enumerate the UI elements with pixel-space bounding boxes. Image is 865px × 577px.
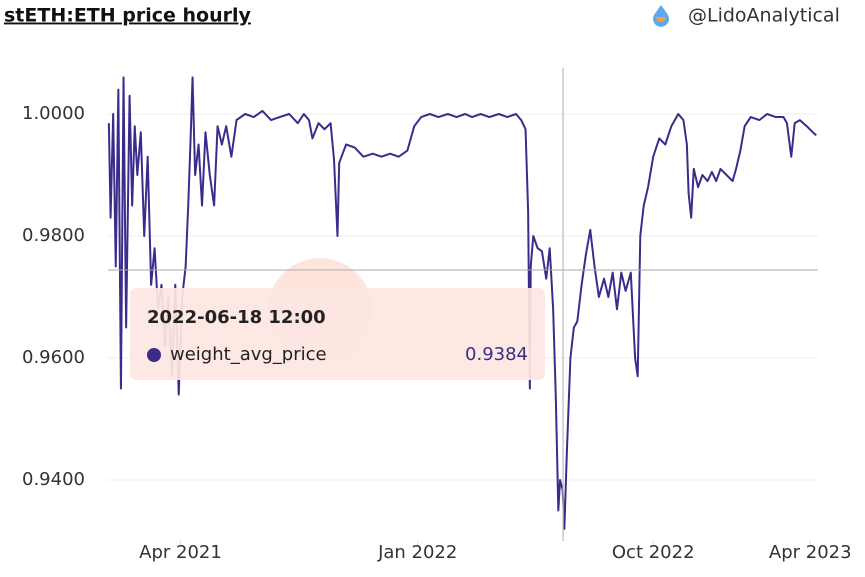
- tooltip-dot: [147, 348, 161, 362]
- tooltip-box: [130, 288, 545, 380]
- x-tick-label: Oct 2022: [612, 542, 695, 563]
- tooltip: 2022-06-18 12:00 weight_avg_price 0.9384: [130, 288, 545, 380]
- source-handle: @LidoAnalytical: [688, 5, 840, 27]
- tooltip-value: 0.9384: [465, 344, 528, 365]
- chart-title: stETH:ETH price hourly: [4, 5, 252, 27]
- grid: 0.9400 0.9600 0.9800 1.0000 Apr 2021 Jan 2022…: [22, 103, 852, 563]
- x-tick-label: Apr 2023: [769, 542, 852, 563]
- tooltip-title: 2022-06-18 12:00: [147, 307, 326, 328]
- x-tick-label: Jan 2022: [377, 542, 457, 563]
- line-series: [107, 76, 817, 530]
- y-tick-label: 0.9400: [22, 469, 85, 490]
- x-tick-label: Apr 2021: [139, 542, 222, 563]
- y-tick-label: 0.9800: [22, 225, 85, 246]
- y-tick-label: 0.9600: [22, 347, 85, 368]
- y-tick-label: 1.0000: [22, 103, 85, 124]
- tooltip-series: weight_avg_price: [170, 344, 327, 365]
- source-icon: [653, 5, 669, 27]
- plot: [107, 76, 817, 530]
